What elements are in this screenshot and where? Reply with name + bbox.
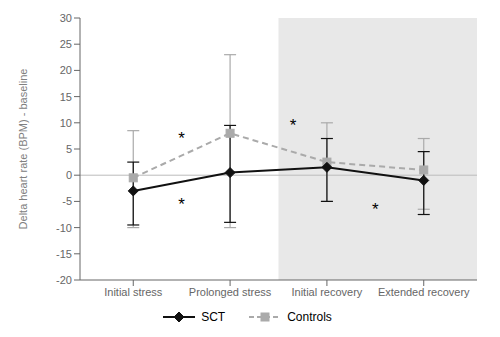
svg-text:*: * [178,129,185,148]
svg-text:-5: -5 [62,195,72,207]
svg-text:Delta heart rate (BPM) - basel: Delta heart rate (BPM) - baseline [17,69,29,230]
html-text:Controls: Controls [287,310,332,324]
svg-text:20: 20 [60,64,72,76]
svg-text:10: 10 [60,117,72,129]
svg-text:*: * [290,116,297,135]
svg-text:-15: -15 [56,248,72,260]
svg-text:Prolonged stress: Prolonged stress [189,286,272,298]
svg-text:*: * [178,195,185,214]
html-text:SCT: SCT [201,310,226,324]
svg-text:25: 25 [60,38,72,50]
svg-text:15: 15 [60,91,72,103]
svg-text:-20: -20 [56,274,72,286]
svg-text:Initial stress: Initial stress [104,286,163,298]
svg-text:Extended recovery: Extended recovery [378,286,470,298]
svg-text:Initial recovery: Initial recovery [291,286,362,298]
svg-text:*: * [372,200,379,219]
svg-text:30: 30 [60,12,72,24]
svg-text:5: 5 [66,143,72,155]
svg-text:-10: -10 [56,222,72,234]
svg-text:0: 0 [66,169,72,181]
